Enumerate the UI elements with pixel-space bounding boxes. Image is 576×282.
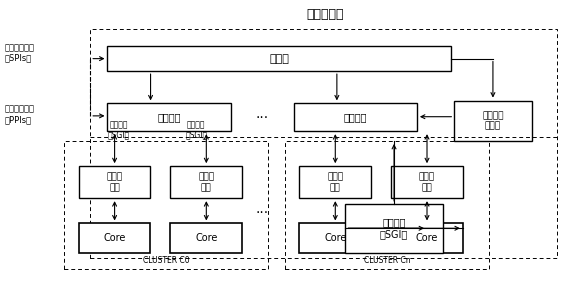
Text: 再分配器: 再分配器 bbox=[157, 112, 181, 122]
Bar bbox=[108, 46, 452, 71]
Text: 软件中断
（SGI）: 软件中断 （SGI） bbox=[380, 217, 408, 239]
Text: 私有外设中断
（PPIs）: 私有外设中断 （PPIs） bbox=[4, 105, 34, 124]
Text: 处理器
接口: 处理器 接口 bbox=[419, 173, 435, 192]
Text: 处理器
接口: 处理器 接口 bbox=[198, 173, 214, 192]
Text: 再分配器: 再分配器 bbox=[344, 112, 367, 122]
Bar bbox=[300, 166, 371, 198]
Bar bbox=[79, 223, 150, 253]
Bar bbox=[300, 223, 371, 253]
Text: 中断转换
服务器: 中断转换 服务器 bbox=[482, 111, 503, 131]
Bar bbox=[294, 103, 417, 131]
Bar bbox=[391, 166, 463, 198]
Bar bbox=[90, 29, 558, 258]
Text: Core: Core bbox=[104, 233, 126, 243]
Bar bbox=[108, 103, 230, 131]
Text: ...: ... bbox=[256, 107, 269, 122]
Bar bbox=[454, 100, 532, 141]
Text: 中断控制器: 中断控制器 bbox=[306, 8, 344, 21]
Text: 处理器
接口: 处理器 接口 bbox=[327, 173, 343, 192]
Text: Core: Core bbox=[195, 233, 218, 243]
Bar bbox=[346, 204, 443, 253]
Text: 分配器: 分配器 bbox=[270, 54, 289, 64]
Text: 软件中断
（SGI）: 软件中断 （SGI） bbox=[108, 120, 130, 140]
Bar bbox=[170, 223, 242, 253]
Bar bbox=[170, 166, 242, 198]
Text: CLUSTER Cn: CLUSTER Cn bbox=[363, 256, 410, 265]
Text: 处理器
接口: 处理器 接口 bbox=[107, 173, 123, 192]
Text: Core: Core bbox=[324, 233, 347, 243]
Text: 共享外设中断
（SPIs）: 共享外设中断 （SPIs） bbox=[4, 43, 34, 63]
Bar bbox=[79, 166, 150, 198]
Text: Core: Core bbox=[416, 233, 438, 243]
Bar bbox=[65, 141, 268, 269]
Text: 软件中断
（SGI）: 软件中断 （SGI） bbox=[185, 120, 207, 140]
Bar bbox=[391, 223, 463, 253]
Text: CLUSTER C0: CLUSTER C0 bbox=[143, 256, 190, 265]
Bar bbox=[285, 141, 488, 269]
Text: ...: ... bbox=[256, 202, 269, 216]
